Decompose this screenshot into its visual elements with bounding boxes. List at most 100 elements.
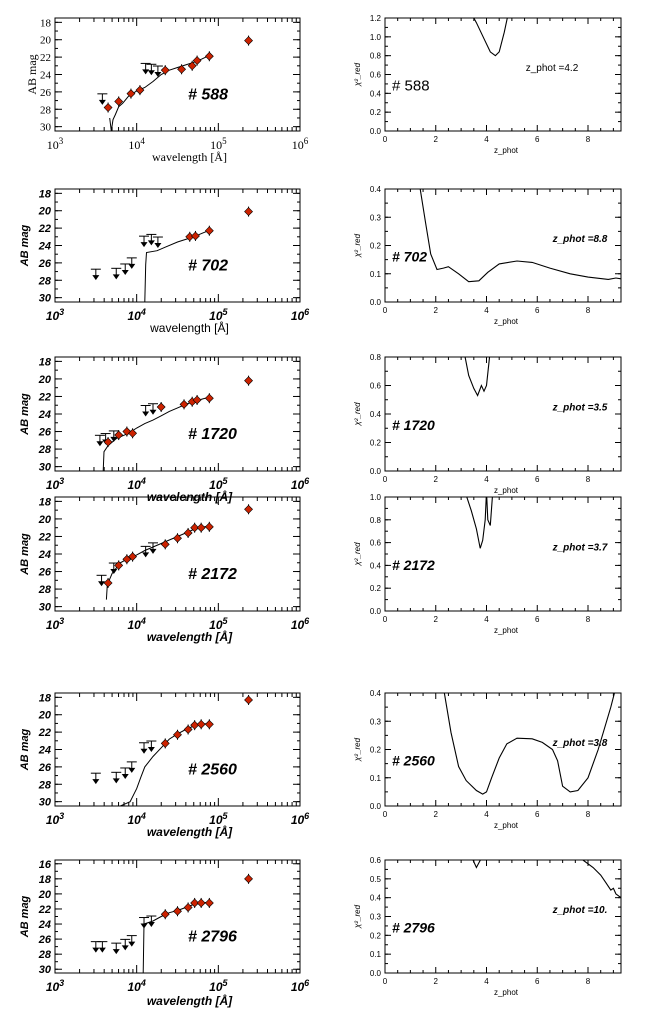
sed-xtick-base: 10	[127, 618, 141, 632]
sed-ytick-label: 18	[39, 496, 52, 508]
detection-marker	[244, 504, 253, 514]
sed-xtick-exp: 3	[59, 476, 64, 486]
detection-marker	[156, 402, 166, 412]
sed-ytick-label: 28	[40, 104, 52, 116]
upper-limit-head	[147, 70, 155, 76]
sed-xtick-base: 10	[291, 478, 305, 492]
upper-limit-arrow	[108, 430, 119, 442]
upper-limit-arrow	[120, 767, 131, 779]
sed-xtick-exp: 6	[304, 811, 310, 821]
sed-xtick-label: 104	[127, 476, 145, 492]
detection-marker	[126, 89, 136, 99]
chi-panel-2172: 0.0 0.2 0.4 0.6 0.8 1.0 0 2 4 6 8 z_phot χ²_red # 217…	[353, 493, 622, 635]
chi-ytick-label: 0.8	[370, 516, 382, 525]
sed-xtick-base: 10	[127, 478, 141, 492]
upper-limit-head	[98, 581, 106, 587]
detection-marker	[190, 898, 200, 908]
chi-panel-2560: 0.0 0.1 0.2 0.3 0.4 0 2 4 6 8 z_phot χ²_red # 2560 z_…	[353, 689, 622, 830]
upper-limit-arrow	[152, 65, 163, 78]
upper-limit-arrow	[126, 761, 137, 773]
sed-ytick-label: 26	[40, 87, 52, 99]
upper-limit-head	[140, 748, 148, 754]
detection-point	[160, 539, 170, 550]
detection-marker	[191, 231, 200, 241]
chi-ytick-label: 0.6	[370, 382, 382, 391]
chi-panel-702: 0.0 0.1 0.2 0.3 0.4 0 2 4 6 8 z_phot χ²_red # 702 z_p…	[353, 185, 622, 326]
chi-ytick-label: 0.3	[370, 717, 382, 726]
detection-marker	[114, 97, 124, 106]
chi-xtick-label: 8	[586, 615, 591, 624]
sed-frame	[54, 496, 301, 612]
detection-point	[190, 522, 200, 533]
detection-marker	[204, 522, 214, 532]
detection-marker	[204, 719, 214, 729]
upper-limit-arrow	[96, 574, 107, 587]
sed-xtick-label: 105	[209, 476, 228, 492]
chi-object-label: # 2172	[392, 557, 435, 573]
sed-ytick-label: 24	[38, 549, 51, 561]
sed-ytick-label: 22	[38, 727, 51, 739]
detection-point	[244, 375, 253, 386]
sed-ytick-label: 28	[38, 444, 52, 456]
sed-xtick-base: 10	[209, 618, 223, 632]
sed-xtick-base: 10	[127, 980, 141, 994]
chi-ytick-label: 0.0	[370, 969, 382, 978]
chi-xtick-label: 4	[484, 306, 489, 315]
upper-limit-head	[112, 949, 120, 955]
sed-ylabel: AB mag	[19, 895, 31, 938]
chi-ytick-label: 0.3	[370, 913, 382, 922]
detection-marker	[103, 578, 113, 588]
detection-marker	[244, 874, 253, 884]
detection-point	[126, 88, 136, 99]
detection-point	[156, 401, 166, 412]
sed-xtick-exp: 6	[304, 616, 310, 626]
sed-xtick-label: 106	[291, 616, 310, 632]
sed-xtick-base: 10	[209, 309, 223, 323]
detection-marker	[187, 61, 197, 71]
detection-marker	[204, 51, 214, 61]
chi-zphot-annotation: z_phot =8.8	[552, 234, 608, 245]
sed-xlabel: wavelength [Å]	[147, 825, 233, 839]
sed-xtick-exp: 6	[304, 307, 310, 317]
detection-point	[204, 521, 214, 532]
upper-limit-arrow	[140, 545, 151, 558]
chi-ytick-label: 0.2	[370, 242, 382, 251]
chi-ytick-label: 0.4	[370, 689, 382, 698]
sed-xtick-exp: 4	[140, 136, 145, 146]
upper-limit-head	[112, 778, 120, 784]
sed-xtick-label: 103	[46, 616, 64, 632]
sed-ytick-label: 20	[38, 710, 52, 722]
sed-xtick-base: 10	[128, 138, 140, 152]
sed-xtick-exp: 3	[59, 307, 64, 317]
chi-xtick-label: 8	[586, 475, 591, 484]
chi-ytick-label: 0.8	[370, 52, 382, 61]
sed-ytick-label: 24	[38, 745, 51, 757]
upper-limit-arrow	[90, 941, 101, 953]
sed-ytick-label: 22	[38, 223, 51, 235]
chi-xlabel: z_phot	[494, 486, 519, 495]
upper-limit-arrow	[146, 63, 157, 76]
sed-xtick-label: 105	[209, 616, 228, 632]
sed-xtick-exp: 4	[140, 476, 146, 486]
detection-point	[204, 51, 214, 62]
detection-point	[187, 60, 197, 71]
sed-xtick-base: 10	[291, 309, 305, 323]
sed-ylabel: AB mag	[19, 533, 31, 576]
sed-frame	[54, 356, 301, 472]
chi-ylabel: χ²_red	[353, 62, 362, 87]
sed-xtick-exp: 4	[140, 811, 146, 821]
chi-panel-2796: 0.0 0.1 0.2 0.3 0.4 0.5 0.6 0 2 4 6 8 z_phot χ²_red # …	[353, 856, 622, 997]
detection-point	[183, 902, 193, 913]
sed-ytick-label: 28	[38, 275, 52, 287]
chi-ytick-label: 0.4	[370, 561, 382, 570]
sed-ytick-label: 20	[38, 514, 52, 526]
chi-ytick-label: 0.2	[370, 439, 382, 448]
detection-point	[192, 394, 202, 405]
sed-xtick-exp: 3	[59, 136, 64, 146]
detection-point	[192, 55, 202, 66]
sed-xtick-exp: 3	[59, 978, 64, 988]
sed-xtick-base: 10	[127, 813, 141, 827]
